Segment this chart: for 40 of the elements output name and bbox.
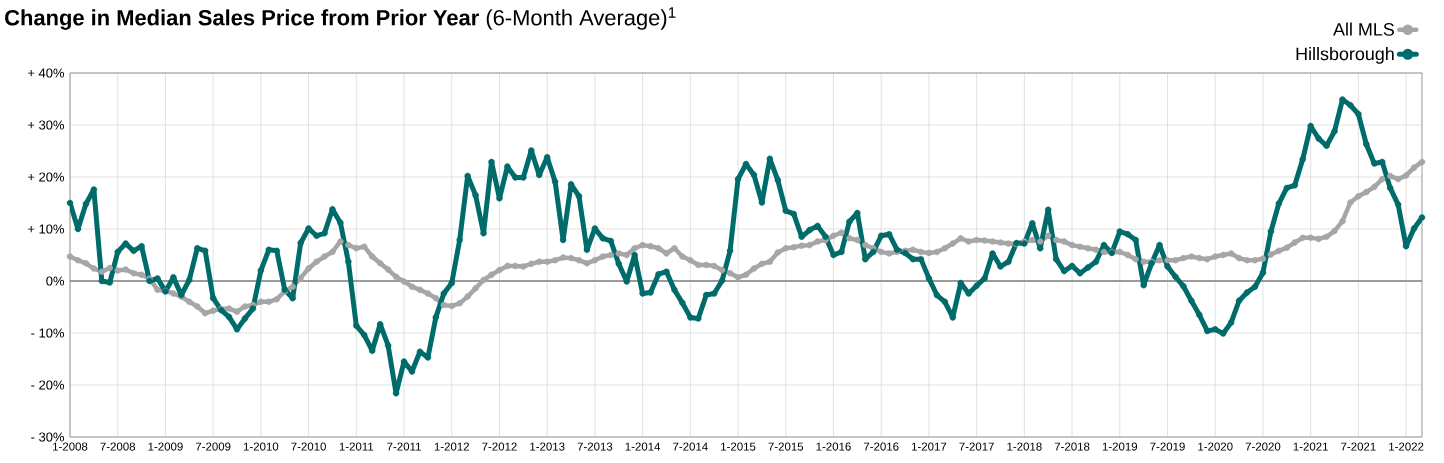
y-tick-label: + 10% xyxy=(28,224,65,234)
x-tick-label: 1-2012 xyxy=(434,442,469,451)
x-tick-label: 1-2010 xyxy=(243,442,279,451)
legend-label: Hillsborough xyxy=(1296,47,1394,64)
x-tick-label: 1-2016 xyxy=(816,442,851,451)
y-tick-label: - 30% xyxy=(31,432,65,442)
x-tick-label: 1-2018 xyxy=(1007,442,1042,451)
y-tick-label: - 20% xyxy=(31,380,65,390)
x-tick-label: 1-2008 xyxy=(53,442,88,451)
x-tick-label: 7-2017 xyxy=(959,442,994,451)
y-tick-label: + 20% xyxy=(28,172,65,182)
x-tick-label: 7-2010 xyxy=(291,442,326,451)
y-tick-label: - 10% xyxy=(31,328,65,338)
x-tick-label: 7-2009 xyxy=(195,442,231,451)
x-tick-label: 7-2012 xyxy=(482,442,517,451)
y-tick-label: + 30% xyxy=(28,120,65,130)
x-tick-label: 1-2014 xyxy=(625,442,661,451)
x-tick-label: 7-2008 xyxy=(100,442,136,451)
x-tick-label: 7-2019 xyxy=(1150,442,1185,451)
x-tick-label: 7-2013 xyxy=(577,442,613,451)
x-tick-label: 1-2009 xyxy=(148,442,183,451)
x-tick-label: 1-2021 xyxy=(1293,442,1328,451)
x-tick-label: 1-2011 xyxy=(339,442,374,451)
x-tick-label: 7-2014 xyxy=(673,442,708,451)
chart-title: Change in Median Sales Price from Prior Year (6-Month Average)$^{1}$ xyxy=(5,7,676,30)
x-tick-label: 7-2011 xyxy=(387,442,421,451)
x-tick-label: 1-2020 xyxy=(1198,442,1233,451)
x-tick-label: 7-2021 xyxy=(1341,442,1376,451)
x-tick-label: 1-2022 xyxy=(1389,442,1424,451)
x-tick-label: 7-2015 xyxy=(768,442,804,451)
x-tick-label: 1-2019 xyxy=(1102,442,1138,451)
x-tick-label: 1-2015 xyxy=(721,442,756,451)
x-tick-label: 7-2020 xyxy=(1245,442,1281,451)
y-tick-label: + 40% xyxy=(28,68,65,78)
x-tick-label: 1-2017 xyxy=(911,442,947,451)
legend-label: All MLS xyxy=(1333,22,1394,36)
x-tick-label: 1-2013 xyxy=(530,442,565,451)
x-tick-label: 7-2018 xyxy=(1054,442,1090,451)
x-tick-label: 7-2016 xyxy=(863,442,899,451)
y-tick-label: 0% xyxy=(46,276,65,286)
